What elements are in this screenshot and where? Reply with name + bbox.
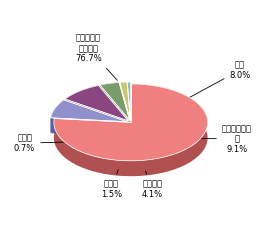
Text: ガラス類
4.1%: ガラス類 4.1% [142,171,163,199]
Polygon shape [127,82,131,121]
Text: 紙類
8.0%: 紙類 8.0% [189,61,251,98]
Text: 容器包装廃
棄物以外
76.7%: 容器包装廃 棄物以外 76.7% [75,34,117,80]
Polygon shape [54,119,131,138]
Polygon shape [100,82,130,121]
Polygon shape [100,82,119,101]
Polygon shape [127,82,131,97]
Polygon shape [51,118,127,137]
Polygon shape [65,85,128,121]
Polygon shape [119,82,130,136]
Polygon shape [120,82,127,98]
Polygon shape [120,82,130,136]
Polygon shape [51,100,127,122]
Polygon shape [120,82,130,121]
Polygon shape [99,85,128,136]
Polygon shape [54,84,208,161]
Polygon shape [51,100,64,133]
Text: 金属類
1.5%: 金属類 1.5% [101,170,122,199]
Polygon shape [54,84,208,176]
Text: プラスチック
類
9.1%: プラスチック 類 9.1% [186,124,252,154]
Polygon shape [100,85,130,136]
Polygon shape [64,100,127,137]
Polygon shape [127,82,131,136]
Polygon shape [65,85,99,114]
Polygon shape [65,99,128,136]
Text: その他
0.7%: その他 0.7% [14,133,78,153]
Polygon shape [127,82,130,136]
